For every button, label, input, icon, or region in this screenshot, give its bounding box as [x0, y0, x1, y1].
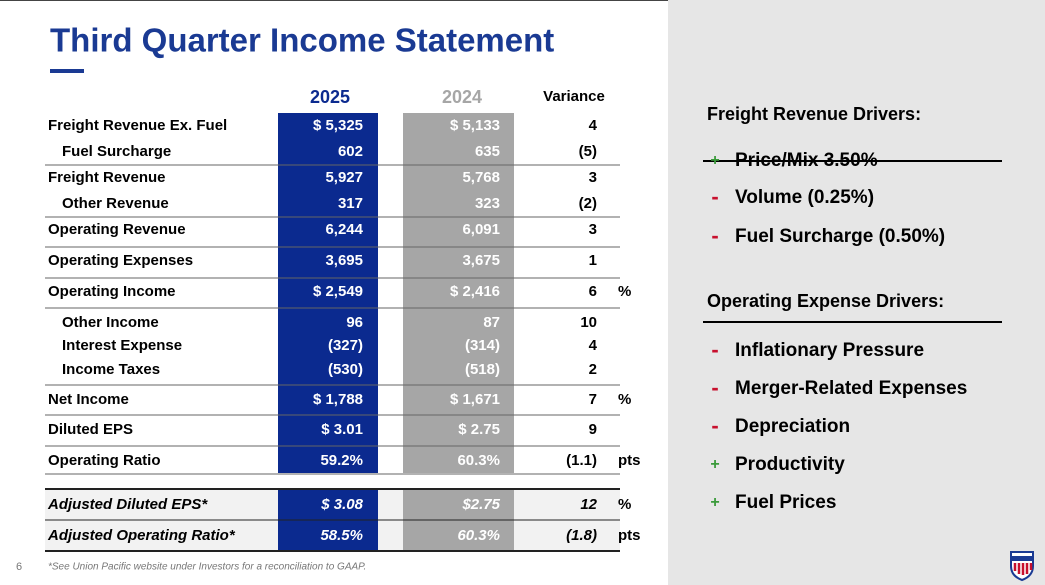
variance: 1 — [589, 252, 597, 269]
unit: pts — [618, 452, 641, 469]
column-header: 2025 — [310, 87, 350, 107]
driver-sign: + — [710, 494, 719, 511]
side-panel — [668, 0, 1045, 585]
footnote: *See Union Pacific website under Investo… — [48, 562, 366, 573]
driver-sign: - — [711, 375, 718, 400]
driver-sign: + — [710, 456, 719, 473]
driver-item: Fuel Surcharge (0.50%) — [735, 226, 945, 247]
variance: 6 — [589, 283, 597, 300]
value-2025: (327) — [328, 337, 363, 354]
variance: 9 — [589, 421, 597, 438]
value-2024: (518) — [465, 361, 500, 378]
driver-item: Price/Mix 3.50% — [735, 150, 878, 171]
variance: 2 — [589, 361, 597, 378]
variance: 3 — [589, 169, 597, 186]
driver-item: Volume (0.25%) — [735, 187, 874, 208]
variance: 4 — [589, 117, 598, 134]
driver-sign: + — [710, 152, 719, 169]
value-2025: 5,927 — [325, 169, 363, 186]
row-label: Freight Revenue — [48, 169, 166, 186]
value-2025: 96 — [346, 314, 363, 331]
value-2025: 602 — [338, 143, 363, 160]
value-2025: 59.2% — [320, 452, 363, 469]
variance: 7 — [589, 391, 597, 408]
value-2025: $ 1,788 — [313, 391, 363, 408]
row-label: Net Income — [48, 391, 129, 408]
row-label: Freight Revenue Ex. Fuel — [48, 117, 227, 134]
value-2025: 317 — [338, 195, 363, 212]
page-number: 6 — [16, 561, 22, 573]
value-2025: 58.5% — [320, 527, 363, 544]
value-2024: $ 2.75 — [458, 421, 500, 438]
variance: (5) — [579, 143, 597, 160]
logo — [1010, 551, 1034, 582]
variance: 10 — [580, 314, 597, 331]
value-2024: $ 5,133 — [450, 117, 500, 134]
variance: (1.1) — [566, 452, 597, 469]
column-2024 — [403, 113, 514, 473]
row-label: Interest Expense — [62, 337, 182, 354]
driver-sign: - — [711, 184, 718, 209]
driver-heading: Operating Expense Drivers: — [707, 291, 944, 311]
value-2025: 3,695 — [325, 252, 363, 269]
row-label: Other Revenue — [62, 195, 169, 212]
unit: % — [618, 496, 631, 513]
row-label: Operating Expenses — [48, 252, 193, 269]
value-2024: 3,675 — [462, 252, 500, 269]
title: Third Quarter Income Statement — [50, 22, 554, 59]
row-label: Income Taxes — [62, 361, 160, 378]
driver-item: Depreciation — [735, 416, 850, 437]
variance: 4 — [589, 337, 598, 354]
row-label: Operating Income — [48, 283, 176, 300]
value-2025: $ 5,325 — [313, 117, 363, 134]
value-2024: 60.3% — [457, 452, 500, 469]
row-label: Adjusted Operating Ratio* — [47, 527, 236, 544]
driver-item: Merger-Related Expenses — [735, 378, 967, 399]
value-2024: $ 1,671 — [450, 391, 500, 408]
driver-item: Fuel Prices — [735, 492, 836, 513]
driver-item: Inflationary Pressure — [735, 340, 924, 361]
variance: 12 — [580, 496, 597, 513]
value-2025: $ 2,549 — [313, 283, 363, 300]
value-2024: 87 — [483, 314, 500, 331]
variance: (1.8) — [566, 527, 597, 544]
driver-sign: - — [711, 337, 718, 362]
driver-sign: - — [711, 413, 718, 438]
value-2024: 60.3% — [457, 527, 500, 544]
variance: 3 — [589, 221, 597, 238]
driver-heading: Freight Revenue Drivers: — [707, 104, 921, 124]
title-underline — [50, 69, 84, 73]
variance: (2) — [579, 195, 597, 212]
row-label: Fuel Surcharge — [62, 143, 171, 160]
value-2024: 635 — [475, 143, 500, 160]
column-header: 2024 — [442, 87, 482, 107]
value-2025: (530) — [328, 361, 363, 378]
value-2024: 323 — [475, 195, 500, 212]
value-2025: $ 3.01 — [321, 421, 363, 438]
row-label: Diluted EPS — [48, 421, 133, 438]
value-2024: (314) — [465, 337, 500, 354]
value-2024: 6,091 — [462, 221, 500, 238]
column-2025 — [278, 113, 378, 473]
value-2024: $ 2,416 — [450, 283, 500, 300]
unit: pts — [618, 527, 641, 544]
unit: % — [618, 283, 631, 300]
value-2024: 5,768 — [462, 169, 500, 186]
column-header: Variance — [543, 88, 605, 105]
value-2025: $ 3.08 — [320, 496, 363, 513]
driver-sign: - — [711, 223, 718, 248]
unit: % — [618, 391, 631, 408]
row-label: Operating Ratio — [48, 452, 161, 469]
row-label: Other Income — [62, 314, 159, 331]
row-label: Operating Revenue — [48, 221, 186, 238]
driver-item: Productivity — [735, 454, 845, 475]
value-2024: $2.75 — [461, 496, 500, 513]
value-2025: 6,244 — [325, 221, 363, 238]
row-label: Adjusted Diluted EPS* — [47, 496, 208, 513]
